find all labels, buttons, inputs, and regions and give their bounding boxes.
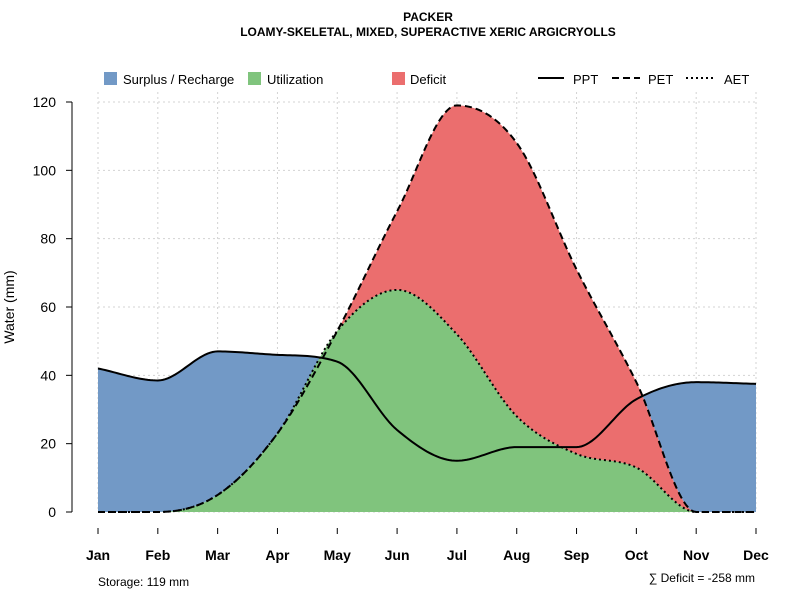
chart-subtitle: LOAMY-SKELETAL, MIXED, SUPERACTIVE XERIC… — [240, 25, 616, 39]
legend-swatch-utilization — [248, 72, 261, 85]
areas — [98, 105, 756, 513]
y-tick-label: 0 — [48, 504, 56, 520]
legend-label-surplus: Surplus / Recharge — [123, 72, 234, 87]
x-tick-label: Jul — [447, 547, 467, 563]
surplus-recharge-area — [98, 105, 756, 513]
pet-line — [98, 104, 756, 513]
legend-swatch-surplus — [104, 72, 117, 85]
legend-label-ppt: PPT — [573, 72, 598, 87]
legend-label-deficit: Deficit — [410, 72, 447, 87]
ppt-line — [97, 350, 757, 462]
x-tick-label: Sep — [564, 547, 590, 563]
y-tick-label: 60 — [40, 299, 56, 315]
y-tick-label: 80 — [40, 231, 56, 247]
y-tick-label: 20 — [40, 436, 56, 452]
y-tick-label: 40 — [40, 367, 56, 383]
x-tick-label: Jun — [385, 547, 410, 563]
x-tick-label: Feb — [145, 547, 170, 563]
chart-title: PACKER — [403, 10, 453, 24]
legend-swatch-deficit — [392, 72, 405, 85]
x-tick-label: Dec — [743, 547, 769, 563]
legend: Surplus / Recharge Utilization Deficit P… — [104, 72, 749, 87]
legend-label-pet: PET — [648, 72, 673, 87]
utilization-area — [98, 289, 756, 512]
x-tick-label: Nov — [683, 547, 710, 563]
x-tick-label: Aug — [503, 547, 530, 563]
y-tick-label: 100 — [33, 162, 57, 178]
y-axis-label: Water (mm) — [1, 270, 17, 343]
storage-annotation: Storage: 119 mm — [98, 575, 189, 589]
series-lines — [97, 104, 757, 513]
x-tick-label: Mar — [205, 547, 230, 563]
deficit-annotation: ∑ Deficit = -258 mm — [649, 571, 755, 585]
axes: 0 20 40 60 80 100 120 Jan Feb Mar Apr May Jun Jul Aug S… — [33, 94, 769, 563]
x-tick-label: Jan — [86, 547, 110, 563]
legend-label-aet: AET — [724, 72, 749, 87]
x-tick-label: May — [324, 547, 351, 563]
legend-label-utilization: Utilization — [267, 72, 323, 87]
deficit-area — [98, 105, 756, 513]
y-tick-label: 120 — [33, 94, 57, 110]
x-tick-label: Oct — [625, 547, 649, 563]
x-tick-label: Apr — [265, 547, 290, 563]
